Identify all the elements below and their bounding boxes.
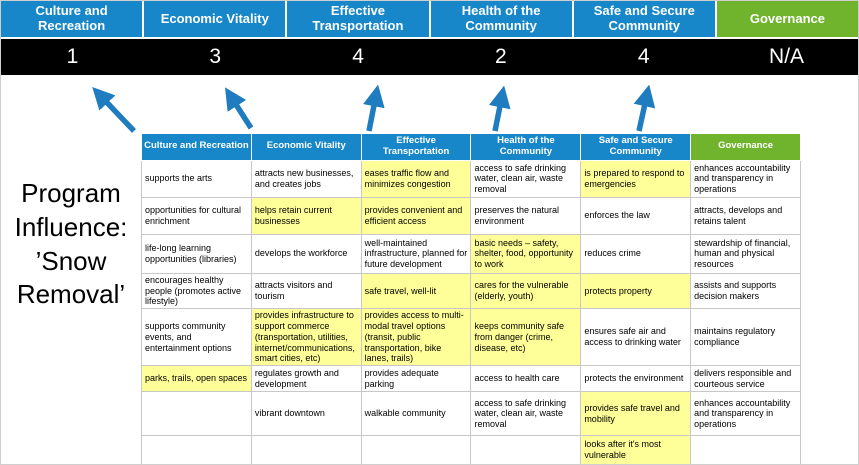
matrix-cell: supports the arts [141,159,252,198]
matrix-cell: attracts visitors and tourism [250,272,362,310]
matrix-cell: enforces the law [580,196,692,235]
category-header-3: Effective Transportation [287,1,431,39]
matrix-cell: access to safe drinking water, clean air… [470,159,582,198]
matrix-row-8: looks after it's most vulnerable [141,435,801,464]
matrix-row-5: supports community events, and entertain… [141,308,801,367]
matrix-cell: enhances accountability and transparency… [690,159,801,198]
matrix-header-1: Culture and Recreation [141,133,252,161]
category-score-3: 4 [352,45,364,68]
matrix-cell: regulates growth and development [250,365,362,393]
matrix-cell: opportunities for cultural enrichment [141,196,252,235]
matrix-cell [250,435,362,464]
matrix-cell: access to health care [470,365,582,393]
score-band: 1 3 4 2 4 N/A [1,39,858,75]
matrix-cell: walkable community [360,391,472,437]
matrix-cell: provides adequate parking [360,365,472,393]
matrix-row-4: encourages healthy people (promotes acti… [141,272,801,310]
matrix-cell: provides convenient and efficient access [360,196,472,235]
matrix-cell: ensures safe air and access to drinking … [580,308,692,367]
matrix-header-row: Culture and Recreation Economic Vitality E… [141,133,801,161]
matrix-cell: is prepared to respond to emergencies [580,159,692,198]
matrix-cell [141,391,252,437]
matrix-row-3: life-long learning opportunities (librar… [141,233,801,274]
matrix-cell [690,435,801,464]
category-score-2: 3 [209,45,222,68]
matrix-cell: eases traffic flow and minimizes congest… [360,159,472,198]
matrix-row-2: opportunities for cultural enrichment hel… [141,196,801,235]
matrix-cell: encourages healthy people (promotes acti… [141,272,252,310]
matrix-cell: cares for the vulnerable (elderly, youth… [470,272,582,310]
matrix-header-5: Safe and Secure Community [580,133,692,161]
category-header-1: Culture and Recreation [1,1,145,39]
arrow-up-icon [363,84,385,132]
matrix-cell: protects the environment [580,365,692,393]
matrix-head: Culture and Recreation Economic Vitality E… [141,133,801,161]
matrix-row-1: supports the arts attracts new businesses… [141,159,801,198]
matrix-row-7: vibrant downtown walkable community access… [141,391,801,437]
matrix-cell: preserves the natural environment [470,196,582,235]
matrix-header-2: Economic Vitality [250,133,362,161]
category-score-5: 4 [637,45,650,68]
category-header-6: Governance [716,1,858,39]
category-header-5: Safe and Secure Community [573,1,717,39]
page-title: Program Influence: ’Snow Removal’ [14,178,128,310]
category-header-2: Economic Vitality [144,1,288,39]
matrix-cell: helps retain current businesses [250,196,362,235]
matrix-header-4: Health of the Community [470,133,582,161]
matrix-cell: vibrant downtown [250,391,362,437]
influence-arrows [92,84,656,133]
matrix-cell [470,435,582,464]
arrow-up-icon [488,85,511,132]
category-score-6: N/A [769,45,805,68]
matrix-cell: basic needs – safety, shelter, food, opp… [470,233,582,274]
matrix-cell: protects property [580,272,692,310]
arrow-up-icon [92,87,136,133]
matrix-cell: delivers responsible and courteous servi… [690,365,801,393]
matrix-cell: enhances accountability and transparency… [690,391,801,437]
matrix-cell: safe travel, well-lit [360,272,472,310]
matrix-cell: stewardship of financial, human and phys… [690,233,801,274]
category-score-4: 2 [495,45,507,68]
arrow-up-icon [633,84,656,132]
matrix-cell [360,435,472,464]
matrix-cell: looks after it's most vulnerable [580,435,692,464]
category-header-band: Culture and Recreation Economic Vitality E… [1,1,858,39]
matrix-body: supports the arts attracts new businesses… [141,159,801,464]
matrix-header-6: Governance [690,133,801,161]
matrix-cell: reduces crime [580,233,692,274]
matrix-cell: assists and supports decision makers [690,272,801,310]
influence-matrix: Culture and Recreation Economic Vitality E… [141,133,801,464]
matrix-cell: attracts, develops and retains talent [690,196,801,235]
matrix-row-6: parks, trails, open spaces regulates grow… [141,365,801,393]
matrix-cell: life-long learning opportunities (librar… [141,233,252,274]
matrix-cell [141,435,252,464]
matrix-cell: parks, trails, open spaces [141,365,252,393]
category-header-4: Health of the Community [430,1,574,39]
matrix-cell: supports community events, and entertain… [141,308,252,367]
matrix-cell: access to safe drinking water, clean air… [470,391,582,437]
matrix-cell: provides infrastructure to support comme… [250,308,362,367]
category-score-1: 1 [66,45,79,68]
matrix-cell: provides safe travel and mobility [580,391,692,437]
arrow-up-icon [225,87,254,130]
matrix-cell: provides access to multi-modal travel op… [360,308,472,367]
matrix-cell: maintains regulatory compliance [690,308,801,367]
matrix-cell: develops the workforce [250,233,362,274]
matrix-header-3: Effective Transportation [360,133,472,161]
matrix-cell: keeps community safe from danger (crime,… [470,308,582,367]
matrix-cell: well-maintained infrastructure, planned … [360,233,472,274]
matrix-cell: attracts new businesses, and creates job… [250,159,362,198]
